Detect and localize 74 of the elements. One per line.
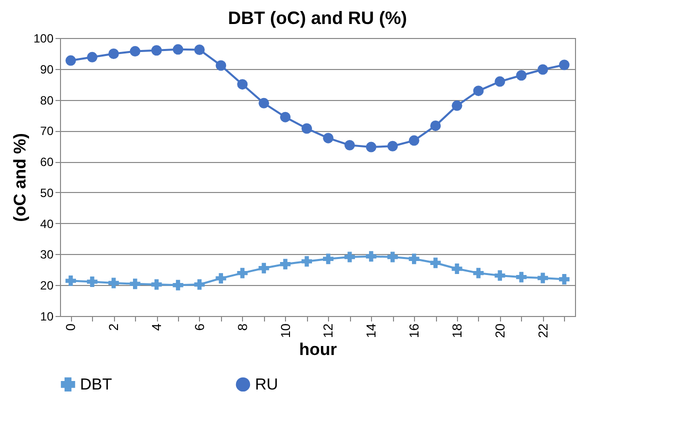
- point: [237, 79, 248, 90]
- point: [516, 272, 527, 282]
- point: [387, 140, 398, 152]
- x-tick-label: 10: [278, 324, 293, 338]
- point: [172, 280, 184, 290]
- x-tick-label: 8: [234, 324, 250, 331]
- y-tick-label: 40: [40, 216, 54, 231]
- x-tick-label: 4: [149, 324, 164, 331]
- point: [322, 132, 334, 144]
- point: [280, 258, 291, 270]
- point: [494, 76, 506, 87]
- point: [108, 278, 119, 288]
- y-tick-label: 80: [40, 93, 54, 108]
- point: [108, 48, 119, 59]
- point: [280, 112, 291, 122]
- point: [408, 135, 420, 146]
- x-tick-label: 16: [406, 324, 422, 338]
- point: [559, 60, 570, 70]
- point: [408, 254, 420, 264]
- y-axis-title: (oC and %): [10, 133, 30, 222]
- x-tick-label: 14: [364, 324, 379, 338]
- point: [237, 268, 248, 278]
- point: [344, 252, 355, 262]
- x-axis-title: hour: [299, 340, 338, 359]
- point: [366, 142, 376, 152]
- x-tick-label: 6: [192, 324, 207, 331]
- point: [452, 263, 462, 274]
- point: [516, 70, 527, 81]
- point: [538, 272, 548, 284]
- y-tick-label: 50: [40, 186, 54, 200]
- point: [344, 140, 355, 150]
- point: [258, 98, 270, 108]
- x-tick-label: 2: [106, 324, 122, 331]
- y-tick-label: 100: [33, 32, 54, 46]
- y-tick-label: 70: [40, 124, 54, 138]
- x-tick-label: 22: [535, 324, 550, 338]
- point: [194, 279, 205, 290]
- point: [322, 254, 334, 264]
- legend-label: DBT: [80, 376, 112, 394]
- point: [151, 45, 162, 56]
- point: [216, 273, 226, 284]
- x-tick-label: 18: [449, 324, 464, 338]
- chart-title: DBT (oC) and RU (%): [228, 8, 407, 28]
- point: [258, 262, 270, 274]
- point: [130, 46, 140, 57]
- y-tick-label: 90: [40, 62, 54, 76]
- point: [430, 258, 441, 268]
- y-tick-label: 20: [40, 278, 54, 293]
- point: [366, 251, 376, 262]
- point: [86, 52, 98, 62]
- point: [151, 279, 162, 290]
- point: [194, 44, 205, 55]
- point: [473, 268, 484, 278]
- point: [538, 64, 548, 75]
- y-tick-label: 60: [40, 155, 54, 170]
- point: [216, 60, 226, 71]
- y-tick-label: 30: [40, 248, 54, 262]
- point: [302, 256, 312, 267]
- point: [559, 274, 570, 284]
- point: [452, 100, 462, 111]
- point: [494, 270, 506, 281]
- point: [65, 276, 76, 286]
- point: [430, 120, 441, 131]
- point: [302, 123, 312, 134]
- point: [65, 55, 76, 66]
- point: [130, 278, 140, 290]
- x-tick-label: 0: [63, 324, 78, 331]
- x-tick-label: 12: [320, 324, 336, 338]
- point: [387, 252, 398, 262]
- point: [172, 44, 184, 55]
- point: [473, 86, 484, 96]
- x-tick-label: 20: [492, 324, 508, 338]
- point: [86, 276, 98, 287]
- legend-label: RU: [255, 376, 278, 394]
